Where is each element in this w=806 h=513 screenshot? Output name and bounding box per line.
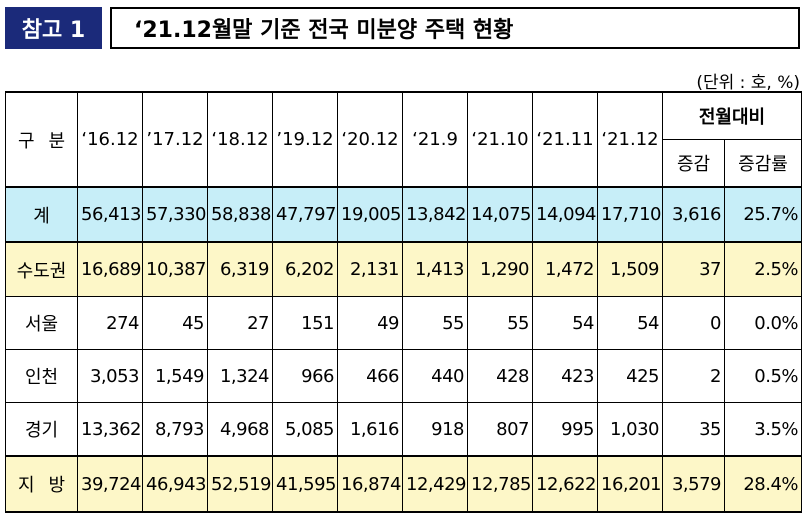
title-text: ‘21.12월말 기준 전국 미분양 주택 현황 xyxy=(134,18,514,43)
cell: 58,838 xyxy=(207,186,273,243)
change-cell: 3,616 xyxy=(662,186,725,243)
table-row: 수도권 16,689 10,387 6,319 6,202 2,131 1,41… xyxy=(5,241,802,297)
header-row-2: 증감 증감률 xyxy=(6,139,802,188)
year-header: ‘21.10 xyxy=(467,91,533,188)
cell: 12,622 xyxy=(532,455,598,513)
cell: 8,793 xyxy=(142,402,208,457)
table-row: 인천 3,053 1,549 1,324 966 466 440 428 423… xyxy=(5,349,802,403)
cell: 151 xyxy=(272,296,338,350)
cell: 54 xyxy=(532,296,598,350)
table-row: 계 56,413 57,330 58,838 47,797 19,005 13,… xyxy=(5,186,802,243)
cell: 57,330 xyxy=(142,186,208,243)
rate-cell: 0.0% xyxy=(724,296,802,350)
mom-header: 전월대비 xyxy=(662,91,802,140)
row-label: 인천 xyxy=(5,349,78,403)
cell: 1,413 xyxy=(402,241,468,297)
cell: 5,085 xyxy=(272,402,338,457)
cell: 1,616 xyxy=(337,402,403,457)
cell: 995 xyxy=(532,402,598,457)
table-row: 경기 13,362 8,793 4,968 5,085 1,616 918 80… xyxy=(5,402,802,457)
cell: 47,797 xyxy=(272,186,338,243)
row-label: 서울 xyxy=(5,296,78,350)
cell: 49 xyxy=(337,296,403,350)
cell: 12,785 xyxy=(467,455,533,513)
row-label: 계 xyxy=(5,186,78,243)
table-row: 서울 274 45 27 151 49 55 55 54 54 0 0.0% xyxy=(5,296,802,350)
cell: 13,362 xyxy=(77,402,143,457)
cell: 27 xyxy=(207,296,273,350)
year-header: ‘16.12 xyxy=(77,91,143,188)
rate-cell: 25.7% xyxy=(724,186,802,243)
rate-cell: 2.5% xyxy=(724,241,802,297)
change-cell: 3,579 xyxy=(662,455,725,513)
cell: 966 xyxy=(272,349,338,403)
year-header: ‘20.12 xyxy=(337,91,403,188)
cell: 4,968 xyxy=(207,402,273,457)
cell: 440 xyxy=(402,349,468,403)
cell: 56,413 xyxy=(77,186,143,243)
cell: 55 xyxy=(467,296,533,350)
year-header: ’19.12 xyxy=(272,91,338,188)
cell: 1,290 xyxy=(467,241,533,297)
rate-cell: 3.5% xyxy=(724,402,802,457)
rate-cell: 28.4% xyxy=(724,455,802,513)
unit-note: (단위 : 호, %) xyxy=(696,73,800,93)
category-header: 구 분 xyxy=(5,91,78,188)
cell: 16,201 xyxy=(597,455,663,513)
cell: 428 xyxy=(467,349,533,403)
cell: 19,005 xyxy=(337,186,403,243)
cell: 423 xyxy=(532,349,598,403)
cell: 1,549 xyxy=(142,349,208,403)
cell: 6,319 xyxy=(207,241,273,297)
section-tag: 참고 1 xyxy=(5,7,102,49)
cell: 55 xyxy=(402,296,468,350)
cell: 1,472 xyxy=(532,241,598,297)
cell: 1,324 xyxy=(207,349,273,403)
change-cell: 37 xyxy=(662,241,725,297)
cell: 17,710 xyxy=(597,186,663,243)
rate-header: 증감률 xyxy=(724,139,802,188)
year-header: ‘18.12 xyxy=(207,91,273,188)
cell: 39,724 xyxy=(77,455,143,513)
row-label: 경기 xyxy=(5,402,78,457)
cell: 918 xyxy=(402,402,468,457)
row-label: 지 방 xyxy=(5,455,78,513)
year-header: ’17.12 xyxy=(142,91,208,188)
cell: 41,595 xyxy=(272,455,338,513)
cell: 12,429 xyxy=(402,455,468,513)
year-header: ‘21.9 xyxy=(402,91,468,188)
cell: 14,094 xyxy=(532,186,598,243)
change-header: 증감 xyxy=(662,139,725,188)
cell: 16,874 xyxy=(337,455,403,513)
cell: 1,509 xyxy=(597,241,663,297)
cell: 274 xyxy=(77,296,143,350)
change-cell: 2 xyxy=(662,349,725,403)
cell: 16,689 xyxy=(77,241,143,297)
change-cell: 0 xyxy=(662,296,725,350)
cell: 54 xyxy=(597,296,663,350)
header-row: 구 분 ‘16.12 ’17.12 ‘18.12 ’19.12 ‘20.12 ‘… xyxy=(5,91,802,188)
year-header: ‘21.11 xyxy=(532,91,598,188)
cell: 13,842 xyxy=(402,186,468,243)
cell: 807 xyxy=(467,402,533,457)
cell: 10,387 xyxy=(142,241,208,297)
cell: 2,131 xyxy=(337,241,403,297)
unsold-housing-table: 구 분 ‘16.12 ’17.12 ‘18.12 ’19.12 ‘20.12 ‘… xyxy=(5,91,802,513)
change-cell: 35 xyxy=(662,402,725,457)
cell: 52,519 xyxy=(207,455,273,513)
cell: 6,202 xyxy=(272,241,338,297)
cell: 46,943 xyxy=(142,455,208,513)
table-row: 지 방 39,724 46,943 52,519 41,595 16,874 1… xyxy=(5,455,802,513)
row-label: 수도권 xyxy=(5,241,78,297)
cell: 425 xyxy=(597,349,663,403)
cell: 3,053 xyxy=(77,349,143,403)
page-title: ‘21.12월말 기준 전국 미분양 주택 현황 xyxy=(110,7,800,49)
cell: 466 xyxy=(337,349,403,403)
cell: 1,030 xyxy=(597,402,663,457)
cell: 14,075 xyxy=(467,186,533,243)
rate-cell: 0.5% xyxy=(724,349,802,403)
cell: 45 xyxy=(142,296,208,350)
year-header: ‘21.12 xyxy=(597,91,663,188)
